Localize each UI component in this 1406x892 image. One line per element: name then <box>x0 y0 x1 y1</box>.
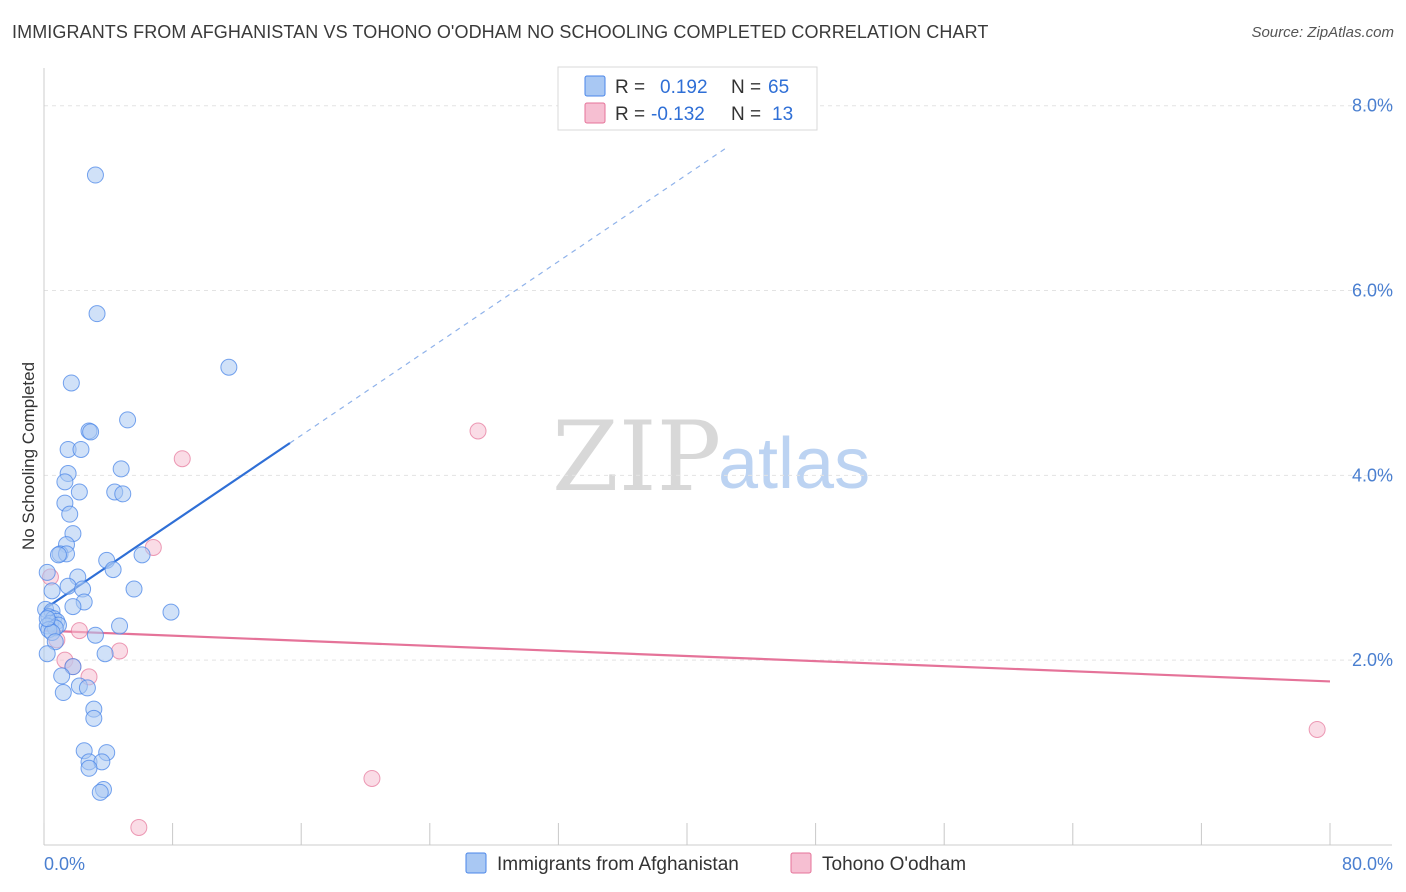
bottom-legend: Immigrants from Afghanistan Tohono O'odh… <box>465 852 966 875</box>
x-tick-label-min: 0.0% <box>44 854 85 874</box>
watermark-zip: ZIP <box>552 401 721 513</box>
data-point-afghanistan <box>43 582 61 600</box>
data-point-afghanistan <box>38 610 56 628</box>
legend-box: R = 0.192 N = 65 R = -0.132 N = 13 <box>557 66 818 131</box>
data-point-afghanistan <box>86 166 104 184</box>
data-point-afghanistan <box>78 679 96 697</box>
bottom-legend-swatch-afghanistan <box>465 852 487 874</box>
data-point-afghanistan <box>80 759 98 777</box>
legend-r-label-1: R = <box>615 77 645 98</box>
data-point-afghanistan <box>38 563 56 581</box>
data-point-afghanistan <box>38 645 56 663</box>
series-afghanistan-points <box>37 166 238 801</box>
bottom-legend-label-tohono: Tohono O'odham <box>822 854 966 875</box>
data-point-afghanistan <box>220 358 238 376</box>
data-point-tohono <box>363 769 381 787</box>
gridlines <box>44 105 1392 661</box>
data-point-afghanistan <box>96 645 114 663</box>
legend-r-value-2: -0.132 <box>651 104 705 125</box>
data-point-tohono <box>111 642 129 660</box>
data-point-afghanistan <box>114 485 132 503</box>
data-point-afghanistan <box>162 603 180 621</box>
trendline-afghanistan-extension <box>289 146 728 444</box>
legend-r-label-2: R = <box>615 104 645 125</box>
data-point-afghanistan <box>111 617 129 635</box>
axes <box>43 68 1392 846</box>
bottom-legend-label-afghanistan: Immigrants from Afghanistan <box>497 854 739 875</box>
watermark-atlas: atlas <box>718 424 870 504</box>
y-tick-label: 6.0% <box>1352 281 1393 301</box>
legend-n-value-2: 13 <box>772 104 793 125</box>
data-point-afghanistan <box>61 505 79 523</box>
data-point-afghanistan <box>133 546 151 564</box>
chart-title: IMMIGRANTS FROM AFGHANISTAN VS TOHONO O'… <box>12 22 989 42</box>
data-point-afghanistan <box>62 374 80 392</box>
y-tick-label: 4.0% <box>1352 465 1393 485</box>
y-axis-label: No Schooling Completed <box>19 362 38 550</box>
legend-r-value-1: 0.192 <box>660 77 708 98</box>
y-tick-labels: 2.0% 4.0% 6.0% 8.0% <box>1352 96 1393 670</box>
data-point-tohono <box>1308 720 1326 738</box>
data-point-afghanistan <box>64 658 82 676</box>
data-point-afghanistan <box>104 561 122 579</box>
data-point-afghanistan <box>85 709 103 727</box>
data-point-tohono <box>469 422 487 440</box>
data-point-afghanistan <box>112 460 130 478</box>
data-point-tohono <box>130 818 148 836</box>
legend-n-label-1: N = <box>731 77 761 98</box>
data-point-afghanistan <box>53 667 71 685</box>
legend-swatch-afghanistan <box>584 75 606 97</box>
data-point-afghanistan <box>64 598 82 616</box>
data-point-afghanistan <box>86 626 104 644</box>
data-point-afghanistan <box>72 440 90 458</box>
data-point-afghanistan <box>56 473 74 491</box>
data-point-tohono <box>70 622 88 640</box>
data-point-afghanistan <box>88 305 106 323</box>
trendline-tohono <box>43 629 1331 683</box>
y-tick-label: 8.0% <box>1352 96 1393 116</box>
legend-n-value-1: 65 <box>768 77 789 98</box>
x-tick-label-max: 80.0% <box>1342 854 1393 874</box>
x-ticks <box>43 823 1331 845</box>
data-point-afghanistan <box>70 483 88 501</box>
data-point-afghanistan <box>46 633 64 651</box>
source-label: Source: ZipAtlas.com <box>1251 24 1394 41</box>
data-point-afghanistan <box>59 577 77 595</box>
data-point-afghanistan <box>119 411 137 429</box>
data-point-afghanistan <box>91 783 109 801</box>
bottom-legend-swatch-tohono <box>790 852 812 874</box>
data-point-afghanistan <box>82 423 100 441</box>
data-point-afghanistan <box>125 580 143 598</box>
legend-n-label-2: N = <box>731 104 761 125</box>
data-point-afghanistan <box>49 546 67 564</box>
y-tick-label: 2.0% <box>1352 650 1393 670</box>
data-point-afghanistan <box>54 684 72 702</box>
data-point-tohono <box>173 450 191 468</box>
legend-swatch-tohono <box>584 102 606 124</box>
